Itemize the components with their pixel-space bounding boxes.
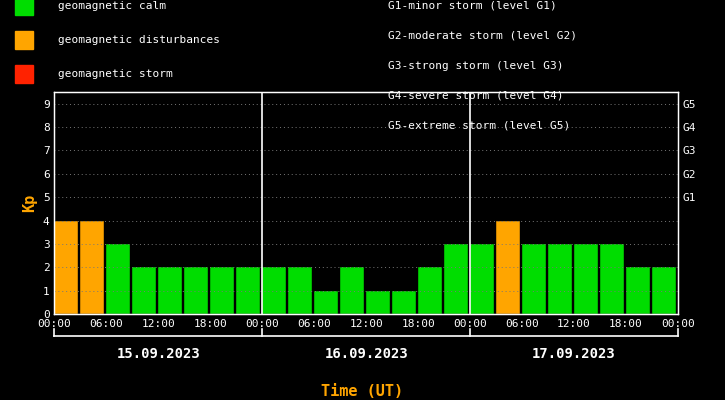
Bar: [522, 244, 546, 314]
Bar: [392, 291, 416, 314]
Text: G2-moderate storm (level G2): G2-moderate storm (level G2): [388, 31, 577, 41]
Text: geomagnetic calm: geomagnetic calm: [58, 1, 166, 11]
Bar: [132, 267, 156, 314]
Bar: [80, 220, 104, 314]
Bar: [262, 267, 286, 314]
Bar: [107, 244, 130, 314]
Bar: [54, 220, 78, 314]
Bar: [626, 267, 650, 314]
Bar: [236, 267, 260, 314]
Bar: [678, 244, 702, 314]
Text: geomagnetic disturbances: geomagnetic disturbances: [58, 35, 220, 45]
Bar: [418, 267, 442, 314]
Bar: [184, 267, 208, 314]
Text: G5-extreme storm (level G5): G5-extreme storm (level G5): [388, 121, 570, 131]
Text: G3-strong storm (level G3): G3-strong storm (level G3): [388, 61, 563, 71]
Text: 16.09.2023: 16.09.2023: [324, 347, 408, 361]
Text: 15.09.2023: 15.09.2023: [117, 347, 200, 361]
Bar: [652, 267, 676, 314]
Bar: [496, 220, 520, 314]
Bar: [210, 267, 234, 314]
Text: geomagnetic storm: geomagnetic storm: [58, 69, 173, 79]
Bar: [444, 244, 468, 314]
Bar: [340, 267, 364, 314]
Text: Time (UT): Time (UT): [321, 384, 404, 400]
Bar: [366, 291, 390, 314]
Bar: [470, 244, 494, 314]
Text: 17.09.2023: 17.09.2023: [532, 347, 616, 361]
Y-axis label: Kp: Kp: [22, 194, 37, 212]
Bar: [158, 267, 182, 314]
Text: G1-minor storm (level G1): G1-minor storm (level G1): [388, 1, 557, 11]
Bar: [600, 244, 624, 314]
Bar: [314, 291, 338, 314]
Bar: [574, 244, 598, 314]
Bar: [548, 244, 572, 314]
Text: G4-severe storm (level G4): G4-severe storm (level G4): [388, 91, 563, 101]
Bar: [288, 267, 312, 314]
